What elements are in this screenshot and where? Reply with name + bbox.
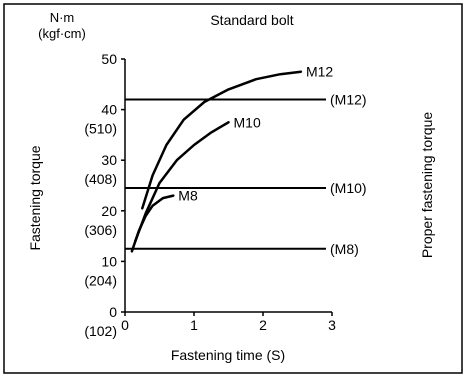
unit-line-1: N·m bbox=[50, 10, 75, 25]
y-tick-label: 30 bbox=[101, 152, 117, 168]
series-line-m10 bbox=[134, 121, 230, 243]
y-tick-alt-label: (102) bbox=[84, 323, 117, 339]
x-axis-label: Fastening time (S) bbox=[171, 347, 285, 363]
y-tick-label: 40 bbox=[101, 102, 117, 118]
y-tick-label: 10 bbox=[101, 253, 117, 269]
series-label: M12 bbox=[306, 64, 333, 80]
chart-title: Standard bolt bbox=[210, 12, 293, 28]
proper-torque-label: (M8) bbox=[330, 241, 359, 257]
axis-ticks: 0(102)10(204)20(306)30(408)40(510)500 1 2 3 bbox=[84, 51, 336, 339]
y-axis-label: Fastening torque bbox=[27, 145, 43, 250]
unit-line-2: (kgf·cm) bbox=[38, 26, 86, 41]
figure-border bbox=[3, 3, 463, 374]
proper-torque-label: (M10) bbox=[330, 180, 367, 196]
y-tick-alt-label: (510) bbox=[84, 121, 117, 137]
x-tick-label: 2 bbox=[259, 317, 267, 333]
y-tick-label: 50 bbox=[101, 51, 117, 67]
x-tick-label: 1 bbox=[190, 317, 198, 333]
x-tick-label: 3 bbox=[328, 317, 336, 333]
proper-torque-label: (M12) bbox=[330, 91, 367, 107]
torque-curves: M8 M10 M12 bbox=[130, 64, 333, 253]
series-line-m12 bbox=[141, 70, 303, 210]
right-axis-label: Proper fastening torque bbox=[419, 112, 435, 259]
series-label: M10 bbox=[234, 114, 261, 130]
series-label: M8 bbox=[178, 188, 198, 204]
series-line-m8 bbox=[130, 194, 175, 253]
y-tick-alt-label: (204) bbox=[84, 272, 117, 288]
y-tick-alt-label: (306) bbox=[84, 222, 117, 238]
y-tick-alt-label: (408) bbox=[84, 171, 117, 187]
y-tick-label: 0 bbox=[109, 304, 117, 320]
x-tick-label: 0 bbox=[121, 317, 129, 333]
y-tick-label: 20 bbox=[101, 203, 117, 219]
